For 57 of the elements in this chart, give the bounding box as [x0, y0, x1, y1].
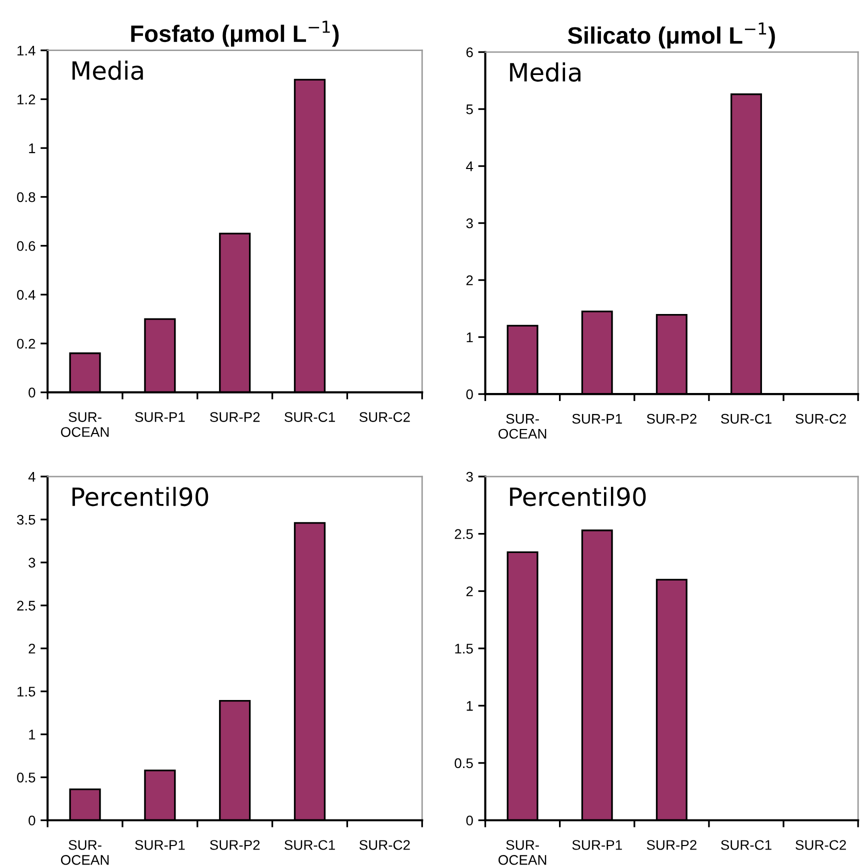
y-tick-label: 4 [28, 472, 36, 482]
x-tick-label: SUR-P2 [210, 412, 260, 422]
x-tick-label: SUR-P1 [135, 840, 185, 850]
y-tick-label: 1 [466, 332, 473, 342]
x-tick-label: SUR-C2 [359, 840, 410, 850]
chart-title: Silicato (μmol L$^{−1}$) [568, 22, 775, 48]
y-tick-label: 0.5 [454, 758, 473, 768]
y-tick-label: 1.4 [18, 46, 36, 56]
y-tick-label: 1.5 [455, 644, 473, 654]
x-tick-label: SUR-C1 [284, 412, 335, 422]
y-tick-label: 1 [29, 144, 36, 154]
y-tick-label: 3 [466, 218, 473, 228]
y-tick-label: 0.5 [17, 772, 36, 782]
x-tick-label: SUR-P2 [646, 840, 696, 850]
x-tick-label: SUR- OCEAN [498, 414, 546, 439]
y-tick-label: 2.5 [17, 600, 36, 611]
y-tick-label: 4 [466, 162, 474, 172]
y-tick-label: 3.5 [16, 514, 36, 525]
x-tick-label: SUR-P1 [135, 412, 185, 422]
y-tick-label: 6 [466, 47, 473, 58]
y-tick-label: 3 [466, 472, 473, 482]
x-tick-label: SUR- OCEAN [60, 840, 109, 865]
y-tick-label: 0 [466, 816, 473, 826]
x-tick-label: SUR-P2 [210, 840, 260, 850]
annotation: Media [72, 60, 143, 80]
x-tick-label: SUR-P1 [572, 414, 622, 424]
y-tick-label: 2 [466, 275, 473, 286]
x-tick-label: SUR-C2 [796, 414, 846, 424]
x-tick-label: SUR- OCEAN [60, 412, 109, 437]
x-tick-label: SUR-P2 [646, 414, 696, 424]
y-tick-label: 0.6 [17, 241, 36, 251]
chart-title: Fosfato (μmol L$^{−1}$) [131, 20, 339, 47]
x-tick-label: SUR-C1 [721, 414, 772, 424]
y-tick-label: 0 [28, 388, 36, 398]
y-tick-label: 0 [466, 389, 473, 400]
y-tick-label: 0 [28, 816, 36, 826]
x-tick-label: SUR-C2 [796, 840, 846, 850]
x-tick-label: SUR-C1 [284, 840, 335, 850]
annotation: Percentil90 [510, 486, 646, 506]
annotation: Percentil90 [72, 486, 208, 506]
y-tick-label: 5 [466, 104, 473, 114]
y-tick-label: 0.8 [17, 192, 36, 202]
x-tick-label: SUR-C2 [359, 412, 410, 422]
y-tick-label: 1.2 [18, 94, 36, 104]
y-tick-label: 1 [466, 701, 473, 711]
x-tick-label: SUR-P1 [572, 840, 622, 850]
y-tick-label: 2.5 [454, 529, 473, 539]
x-tick-label: SUR- OCEAN [498, 840, 546, 865]
y-tick-label: 1 [29, 730, 36, 740]
y-tick-label: 0.2 [17, 338, 36, 349]
y-tick-label: 2 [466, 586, 473, 596]
annotation: Media [510, 62, 580, 82]
y-tick-label: 0.4 [17, 290, 36, 300]
x-tick-label: SUR-C1 [721, 840, 772, 850]
y-tick-label: 2 [28, 644, 36, 654]
y-tick-label: 3 [28, 558, 36, 568]
y-tick-label: 1.5 [18, 686, 36, 697]
